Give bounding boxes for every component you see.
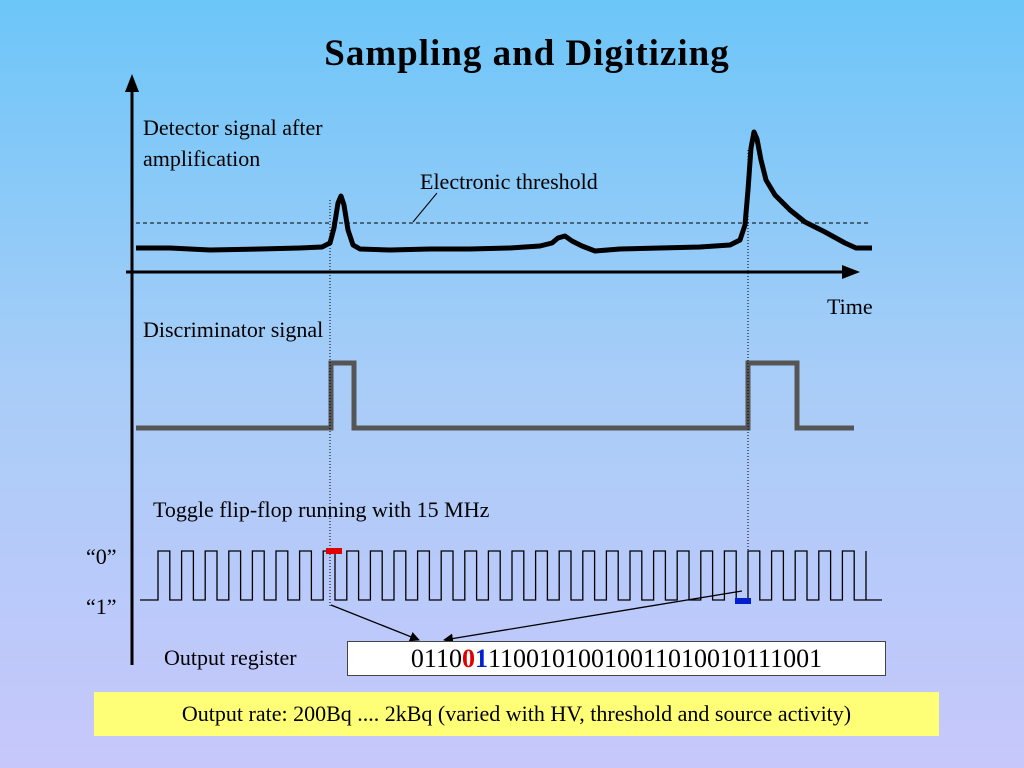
- discriminator-label: Discriminator signal: [143, 317, 324, 342]
- threshold-pointer: [412, 192, 438, 223]
- flipflop-label: Toggle flip-flop running with 15 MHz: [153, 497, 490, 522]
- register-prefix: 0110: [410, 644, 462, 673]
- time-axis-label: Time: [827, 294, 873, 319]
- output-register-value: 01100111001010010011010010111001: [347, 641, 886, 676]
- detector-label-line2: amplification: [143, 146, 261, 171]
- register-suffix: 11001010010011010010111001: [487, 644, 823, 673]
- state-zero-label: “0”: [86, 544, 117, 569]
- x-axis-arrow-icon: [842, 265, 860, 279]
- discriminator-signal: [136, 360, 854, 431]
- register-bit-blue: 1: [474, 644, 488, 673]
- output-register-label: Output register: [164, 645, 297, 670]
- register-bit-red: 0: [461, 644, 475, 673]
- arrow-to-register-2: [443, 590, 743, 644]
- output-rate-note: Output rate: 200Bq .... 2kBq (varied wit…: [94, 692, 939, 736]
- arrow-to-register-1: [330, 604, 420, 642]
- sample-marker-blue: [735, 598, 751, 604]
- slide-title: Sampling and Digitizing: [324, 33, 730, 74]
- y-axis-arrow-icon: [125, 74, 139, 92]
- threshold-label: Electronic threshold: [420, 169, 598, 194]
- flipflop-square-wave: [140, 550, 882, 601]
- detector-label-line1: Detector signal after: [143, 115, 323, 140]
- sample-marker-red: [326, 548, 342, 554]
- detector-signal: [136, 129, 872, 254]
- state-one-label: “1”: [86, 594, 117, 619]
